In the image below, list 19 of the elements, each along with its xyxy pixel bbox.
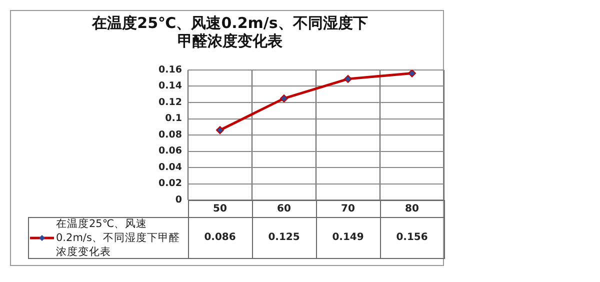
y-tick-label: 0.02 — [158, 178, 182, 190]
x-tick-label: 50 — [213, 204, 227, 215]
x-tick-label: 70 — [341, 204, 355, 215]
legend-label: 在温度25℃、风速0.2m/s、不同湿度下甲醛浓度变化表 — [56, 217, 181, 259]
data-label: 0.149 — [332, 232, 364, 244]
y-tick-label: 0.14 — [158, 80, 182, 92]
y-tick-label: 0.06 — [158, 146, 182, 157]
y-tick-label: 0.04 — [158, 162, 182, 173]
x-tick-label: 60 — [277, 204, 291, 215]
chart-title: 在温度25℃、风速0.2m/s、不同湿度下甲醛浓度变化表 — [90, 14, 369, 50]
y-tick-label: 0.08 — [158, 129, 182, 140]
y-tick-label: 0.1 — [165, 113, 182, 124]
x-tick-label: 80 — [405, 204, 419, 215]
data-label: 0.086 — [204, 232, 236, 244]
data-label: 0.125 — [268, 232, 300, 244]
y-tick-label: 0 — [175, 194, 182, 206]
data-label: 0.156 — [396, 232, 428, 244]
y-tick-label: 0.16 — [158, 64, 182, 76]
y-tick-label: 0.12 — [158, 96, 182, 108]
